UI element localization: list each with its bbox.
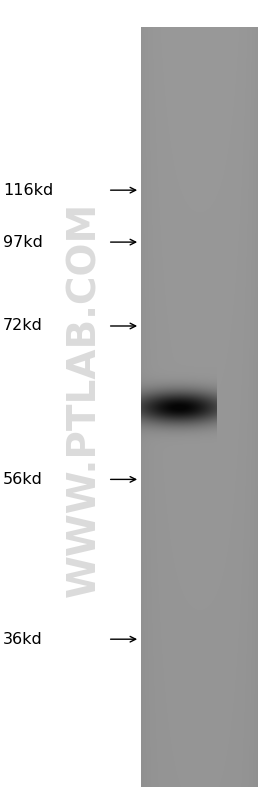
Text: 116kd: 116kd xyxy=(3,183,53,197)
Text: 72kd: 72kd xyxy=(3,319,43,333)
Text: 97kd: 97kd xyxy=(3,235,43,249)
Text: 56kd: 56kd xyxy=(3,472,43,487)
Text: 36kd: 36kd xyxy=(3,632,43,646)
Text: WWW.PTLAB.COM: WWW.PTLAB.COM xyxy=(65,202,103,597)
